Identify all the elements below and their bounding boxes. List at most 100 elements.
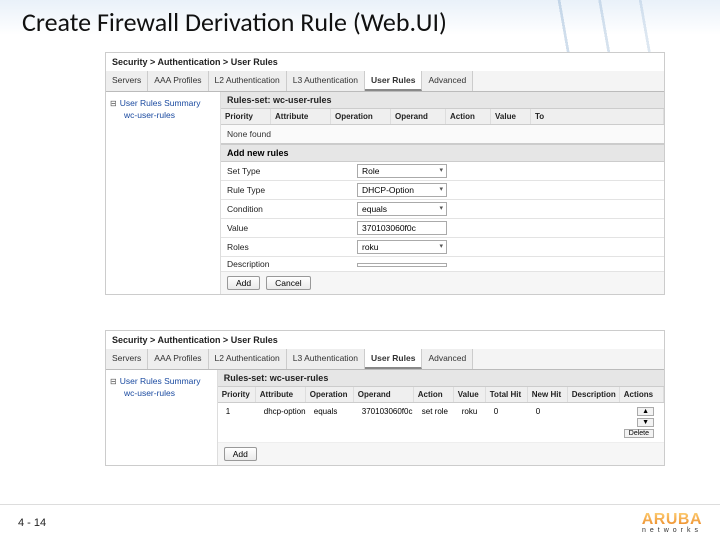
row-value: Value 370103060f0c	[221, 219, 664, 238]
page-number: 4 - 14	[18, 517, 46, 529]
label-set-type: Set Type	[227, 166, 357, 176]
tab2-servers[interactable]: Servers	[106, 349, 148, 369]
tree2-root[interactable]: ⊟ User Rules Summary	[110, 376, 213, 386]
panel2-buttons: Add	[218, 443, 664, 465]
ruleset-title-2: Rules-set: wc-user-rules	[218, 370, 664, 387]
col-to: To	[531, 109, 664, 124]
col2-total-hit: Total Hit	[486, 387, 528, 402]
cell-description	[572, 407, 624, 438]
col2-operand: Operand	[354, 387, 414, 402]
breadcrumb: Security > Authentication > User Rules	[106, 53, 664, 71]
add-new-rules-header: Add new rules	[221, 144, 664, 162]
col2-attribute: Attribute	[256, 387, 306, 402]
add-button[interactable]: Add	[227, 276, 260, 290]
tab-l3-auth[interactable]: L3 Authentication	[287, 71, 365, 91]
page-title: Create Firewall Derivation Rule (Web.UI)	[0, 0, 720, 38]
tab2-l3-auth[interactable]: L3 Authentication	[287, 349, 365, 369]
cell-operation: equals	[310, 407, 358, 438]
col2-value: Value	[454, 387, 486, 402]
select-rule-type[interactable]: DHCP-Option	[357, 183, 447, 197]
move-down-button[interactable]: ▼	[637, 418, 654, 427]
label-roles: Roles	[227, 242, 357, 252]
row-roles: Roles roku	[221, 238, 664, 257]
tab2-l2-auth[interactable]: L2 Authentication	[209, 349, 287, 369]
ruleset-name-2: wc-user-rules	[270, 373, 329, 383]
input-description[interactable]	[357, 263, 447, 267]
breadcrumb-2: Security > Authentication > User Rules	[106, 331, 664, 349]
col-value: Value	[491, 109, 531, 124]
tab2-advanced[interactable]: Advanced	[422, 349, 473, 369]
col-operand: Operand	[391, 109, 446, 124]
col2-actions: Actions	[620, 387, 664, 402]
label-condition: Condition	[227, 204, 357, 214]
cancel-button[interactable]: Cancel	[266, 276, 310, 290]
tabs: Servers AAA Profiles L2 Authentication L…	[106, 71, 664, 92]
table-row: 1 dhcp-option equals 370103060f0c set ro…	[218, 403, 664, 443]
rules-table-header: Priority Attribute Operation Operand Act…	[221, 109, 664, 125]
ruleset-title: Rules-set: wc-user-rules	[221, 92, 664, 109]
screenshot-rule-list: Security > Authentication > User Rules S…	[105, 330, 665, 466]
tab2-user-rules[interactable]: User Rules	[365, 349, 422, 369]
row-set-type: Set Type Role	[221, 162, 664, 181]
tree2-child-label: wc-user-rules	[124, 388, 175, 398]
row-actions: ▲ ▼ Delete	[624, 407, 660, 438]
label-description: Description	[227, 259, 357, 269]
nav-tree: ⊟ User Rules Summary wc-user-rules	[106, 92, 221, 294]
form-buttons: Add Cancel	[221, 272, 664, 294]
tab-aaa-profiles[interactable]: AAA Profiles	[148, 71, 208, 91]
collapse-icon: ⊟	[110, 99, 117, 108]
select-roles[interactable]: roku	[357, 240, 447, 254]
row-condition: Condition equals	[221, 200, 664, 219]
add-button-2[interactable]: Add	[224, 447, 257, 461]
tree-child[interactable]: wc-user-rules	[124, 110, 216, 120]
col-priority: Priority	[221, 109, 271, 124]
ruleset-label-2: Rules-set:	[224, 373, 268, 383]
aruba-logo: ARUBA networks	[642, 511, 702, 534]
tree-root[interactable]: ⊟ User Rules Summary	[110, 98, 216, 108]
col2-action: Action	[414, 387, 454, 402]
col-operation: Operation	[331, 109, 391, 124]
cell-total-hit: 0	[490, 407, 532, 438]
cell-attribute: dhcp-option	[260, 407, 310, 438]
ruleset-name: wc-user-rules	[273, 95, 332, 105]
col2-description: Description	[568, 387, 620, 402]
cell-operand: 370103060f0c	[358, 407, 418, 438]
slide-footer: 4 - 14 ARUBA networks	[0, 504, 720, 540]
none-found: None found	[221, 125, 664, 144]
row-description: Description	[221, 257, 664, 272]
tree-child-label: wc-user-rules	[124, 110, 175, 120]
cell-value: roku	[458, 407, 490, 438]
tab-servers[interactable]: Servers	[106, 71, 148, 91]
tab-l2-auth[interactable]: L2 Authentication	[209, 71, 287, 91]
rules-panel-2: Rules-set: wc-user-rules Priority Attrib…	[218, 370, 664, 465]
screenshot-add-rule: Security > Authentication > User Rules S…	[105, 52, 665, 295]
cell-new-hit: 0	[532, 407, 572, 438]
col-action: Action	[446, 109, 491, 124]
ruleset-label: Rules-set:	[227, 95, 271, 105]
col2-priority: Priority	[218, 387, 256, 402]
tree2-root-label: User Rules Summary	[120, 376, 201, 386]
tab-advanced[interactable]: Advanced	[422, 71, 473, 91]
collapse-icon-2: ⊟	[110, 377, 117, 386]
nav-tree-2: ⊟ User Rules Summary wc-user-rules	[106, 370, 218, 465]
input-value[interactable]: 370103060f0c	[357, 221, 447, 235]
tab-user-rules[interactable]: User Rules	[365, 71, 422, 91]
select-condition[interactable]: equals	[357, 202, 447, 216]
row-rule-type: Rule Type DHCP-Option	[221, 181, 664, 200]
logo-subtext: networks	[642, 527, 702, 534]
col2-operation: Operation	[306, 387, 354, 402]
cell-action: set role	[418, 407, 458, 438]
tree2-child[interactable]: wc-user-rules	[124, 388, 213, 398]
col-attribute: Attribute	[271, 109, 331, 124]
tab2-aaa-profiles[interactable]: AAA Profiles	[148, 349, 208, 369]
delete-button[interactable]: Delete	[624, 429, 654, 438]
move-up-button[interactable]: ▲	[637, 407, 654, 416]
label-rule-type: Rule Type	[227, 185, 357, 195]
rules-panel: Rules-set: wc-user-rules Priority Attrib…	[221, 92, 664, 294]
col2-new-hit: New Hit	[528, 387, 568, 402]
select-set-type[interactable]: Role	[357, 164, 447, 178]
label-value: Value	[227, 223, 357, 233]
tabs-2: Servers AAA Profiles L2 Authentication L…	[106, 349, 664, 370]
tree-root-label: User Rules Summary	[120, 98, 201, 108]
rules-table-header-2: Priority Attribute Operation Operand Act…	[218, 387, 664, 403]
